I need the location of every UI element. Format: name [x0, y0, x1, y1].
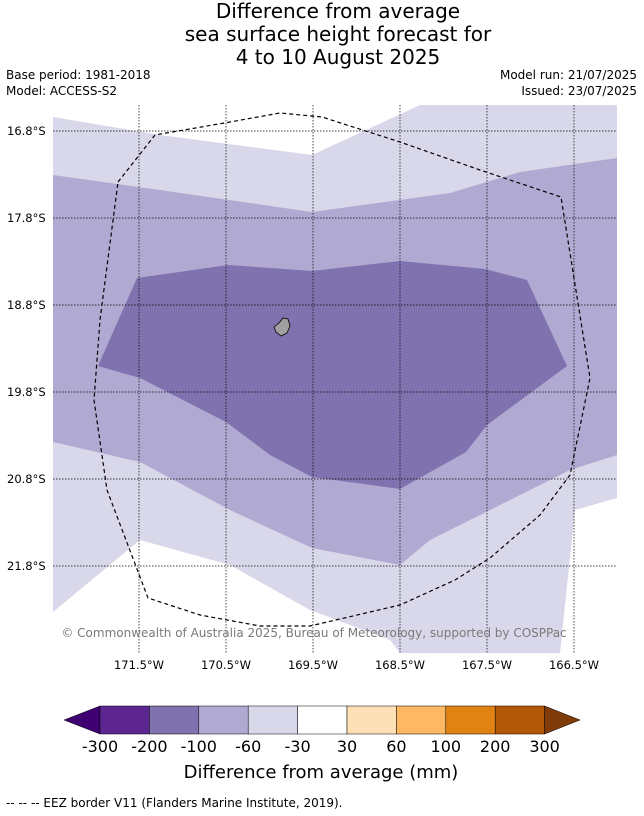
graticule: [53, 105, 617, 653]
colorbar-swatch: [396, 705, 447, 735]
title-line-3: 4 to 10 August 2025: [235, 45, 441, 69]
eez-border-line: [93, 112, 591, 627]
title-line-2: sea surface height forecast for: [184, 22, 492, 46]
lon-label: 166.5°W: [549, 658, 599, 672]
ssh-band-neutral-southeast: [560, 498, 617, 653]
eez-footnote: -- -- -- EEZ border V11 (Flanders Marine…: [6, 796, 343, 810]
island-land: [273, 317, 291, 337]
base-period: Base period: 1981-2018: [6, 68, 151, 82]
colorbar-tick-label: -300: [82, 737, 118, 756]
lat-label: 17.8°S: [7, 211, 46, 225]
issued-date: Issued: 23/07/2025: [521, 84, 637, 98]
ssh-band-dark: [98, 261, 567, 489]
colorbar-tick-label: 100: [431, 737, 462, 756]
latitude-labels: 16.8°S 17.8°S 18.8°S 19.8°S 20.8°S 21.8°…: [7, 124, 46, 573]
map-area: © Commonwealth of Australia 2025, Bureau…: [53, 105, 617, 653]
lat-label: 18.8°S: [7, 298, 46, 312]
colorbar-title: Difference from average (mm): [184, 762, 459, 783]
colorbar-swatch: [247, 705, 298, 735]
lon-label: 167.5°W: [462, 658, 512, 672]
lon-label: 169.5°W: [288, 658, 338, 672]
lon-label: 170.5°W: [201, 658, 251, 672]
colorbar-tick-label: 30: [337, 737, 357, 756]
colorbar-swatch: [445, 705, 496, 735]
title-line-1: Difference from average: [215, 0, 461, 23]
model-name: Model: ACCESS-S2: [6, 84, 118, 98]
meta-right: Model run: 21/07/2025 Issued: 23/07/2025: [500, 67, 637, 99]
colorbar-swatch: [346, 705, 397, 735]
colorbar-swatch: [297, 705, 348, 735]
colorbar-tick-label: -200: [131, 737, 167, 756]
colorbar-tick-label: 60: [386, 737, 406, 756]
lat-label: 19.8°S: [7, 385, 46, 399]
colorbar-tick-label: -100: [181, 737, 217, 756]
longitude-labels: 171.5°W 170.5°W 169.5°W 168.5°W 167.5°W …: [114, 658, 599, 672]
lat-label: 21.8°S: [7, 559, 46, 573]
lon-label: 171.5°W: [114, 658, 164, 672]
colorbar: -300 -200 -100 -60 -30 30 60 100 200 300: [63, 705, 581, 756]
lat-label: 16.8°S: [7, 124, 46, 138]
lon-label: 168.5°W: [375, 658, 425, 672]
lat-label: 20.8°S: [7, 472, 46, 486]
colorbar-swatch: [198, 705, 249, 735]
ssh-band-neutral-corner: [53, 632, 70, 653]
colorbar-extend-max: [544, 705, 581, 735]
colorbar-tick-label: -60: [235, 737, 261, 756]
colorbar-extend-min: [63, 705, 101, 735]
colorbar-tick-label: -30: [285, 737, 311, 756]
colorbar-tick-label: 200: [480, 737, 511, 756]
meta-left: Base period: 1981-2018 Model: ACCESS-S2: [6, 67, 151, 99]
colorbar-swatch: [494, 705, 545, 735]
colorbar-tick-label: 300: [529, 737, 560, 756]
colorbar-swatch: [99, 705, 150, 735]
model-run: Model run: 21/07/2025: [499, 68, 637, 82]
colorbar-swatch: [149, 705, 200, 735]
chart-title: Difference from average sea surface heig…: [0, 0, 644, 69]
copyright-text: © Commonwealth of Australia 2025, Bureau…: [61, 626, 566, 640]
